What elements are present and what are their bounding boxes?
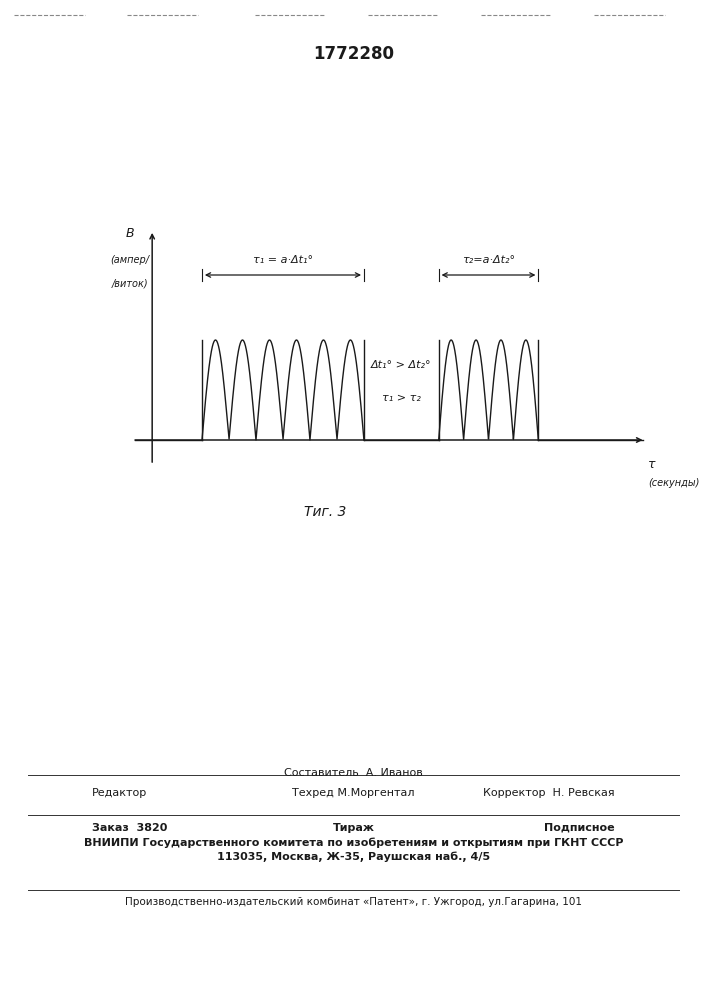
Text: Заказ  3820: Заказ 3820 — [92, 823, 168, 833]
Text: Редактор: Редактор — [92, 788, 147, 798]
Text: Подписное: Подписное — [544, 823, 615, 833]
Text: Тираж: Тираж — [332, 823, 375, 833]
Text: Составитель  А. Иванов: Составитель А. Иванов — [284, 768, 423, 778]
Text: ВНИИПИ Государственного комитета по изобретениям и открытиям при ГКНТ СССР: ВНИИПИ Государственного комитета по изоб… — [83, 838, 624, 848]
Text: 113035, Москва, Ж-35, Раушская наб., 4/5: 113035, Москва, Ж-35, Раушская наб., 4/5 — [217, 852, 490, 862]
Text: τ₁ = a·Δt₁°: τ₁ = a·Δt₁° — [253, 255, 313, 265]
Text: B: B — [125, 227, 134, 240]
Text: Техред М.Моргентал: Техред М.Моргентал — [292, 788, 415, 798]
Text: Корректор  Н. Ревская: Корректор Н. Ревская — [484, 788, 615, 798]
Text: (ампер/: (ампер/ — [110, 255, 149, 265]
Text: (секунды): (секунды) — [648, 478, 699, 488]
Text: τ: τ — [648, 458, 655, 471]
Text: τ₁ > τ₂: τ₁ > τ₂ — [382, 393, 421, 403]
Text: τ₂=a·Δt₂°: τ₂=a·Δt₂° — [462, 255, 515, 265]
Text: Производственно-издательский комбинат «Патент», г. Ужгород, ул.Гагарина, 101: Производственно-издательский комбинат «П… — [125, 897, 582, 907]
Text: 1772280: 1772280 — [313, 45, 394, 63]
Text: Δt₁° > Δt₂°: Δt₁° > Δt₂° — [371, 360, 431, 370]
Text: Τиг. 3: Τиг. 3 — [304, 505, 346, 519]
Text: /виток): /виток) — [112, 278, 148, 288]
